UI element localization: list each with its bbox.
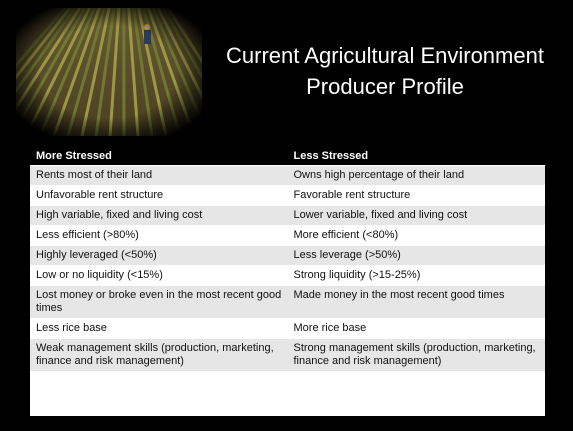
table-cell: Rents most of their land — [30, 165, 288, 186]
slide-title: Current Agricultural Environment Produce… — [205, 40, 565, 102]
column-header: More Stressed — [30, 146, 288, 166]
table-cell: Owns high percentage of their land — [287, 165, 545, 186]
table-panel: More Stressed Less Stressed Rents most o… — [30, 146, 545, 416]
table-cell: Made money in the most recent good times — [287, 285, 545, 319]
title-line: Current Agricultural Environment — [226, 43, 544, 68]
table-row: High variable, fixed and living cost Lowe… — [30, 205, 545, 226]
table-cell: Weak management skills (production, mark… — [30, 338, 288, 372]
table-cell: High variable, fixed and living cost — [30, 205, 288, 226]
table-row: Lost money or broke even in the most rec… — [30, 285, 545, 319]
table-cell: Less rice base — [30, 318, 288, 339]
table-row: Highly leveraged (<50%) Less leverage (>5… — [30, 245, 545, 266]
table-row: Rents most of their land Owns high percen… — [30, 165, 545, 186]
table-cell: Strong liquidity (>15-25%) — [287, 265, 545, 286]
table-row: Low or no liquidity (<15%) Strong liquidi… — [30, 265, 545, 286]
table-cell: Less efficient (>80%) — [30, 225, 288, 246]
title-line: Producer Profile — [306, 74, 464, 99]
table-row: Weak management skills (production, mark… — [30, 338, 545, 372]
table-cell: Less leverage (>50%) — [287, 245, 545, 266]
table-row: Less efficient (>80%) More efficient (<80… — [30, 225, 545, 246]
field-photo — [16, 8, 202, 136]
table-cell: Lower variable, fixed and living cost — [287, 205, 545, 226]
profile-table: More Stressed Less Stressed Rents most o… — [30, 146, 545, 372]
table-cell: More efficient (<80%) — [287, 225, 545, 246]
table-row: Unfavorable rent structure Favorable rent… — [30, 185, 545, 206]
table-row: Less rice base More rice base — [30, 318, 545, 339]
table-cell: Highly leveraged (<50%) — [30, 245, 288, 266]
table-cell: Lost money or broke even in the most rec… — [30, 285, 288, 319]
header-row: More Stressed Less Stressed — [30, 146, 545, 166]
table-cell: Low or no liquidity (<15%) — [30, 265, 288, 286]
column-header: Less Stressed — [287, 146, 545, 166]
table-cell: Strong management skills (production, ma… — [287, 338, 545, 372]
table-cell: Unfavorable rent structure — [30, 185, 288, 206]
table-cell: More rice base — [287, 318, 545, 339]
table-cell: Favorable rent structure — [287, 185, 545, 206]
